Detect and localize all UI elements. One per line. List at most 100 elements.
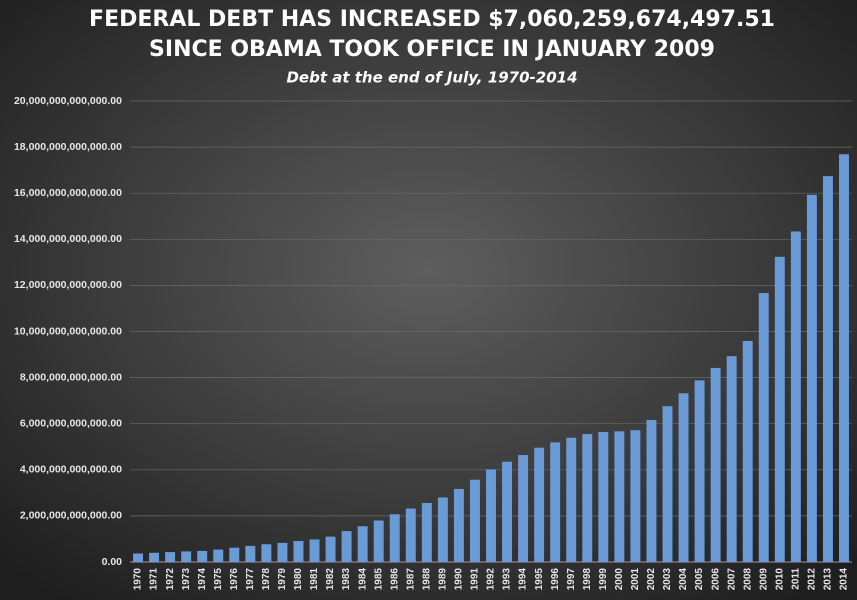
bar bbox=[133, 553, 143, 562]
x-tick-label: 2002 bbox=[646, 568, 657, 591]
x-tick-label: 1978 bbox=[261, 568, 272, 591]
x-tick-label: 1998 bbox=[582, 568, 593, 591]
x-tick-label: 1980 bbox=[293, 568, 304, 591]
bar bbox=[165, 552, 176, 562]
x-tick-label: 1989 bbox=[438, 568, 449, 591]
bar bbox=[806, 194, 817, 562]
bar bbox=[197, 550, 208, 562]
bar bbox=[678, 393, 689, 562]
bar bbox=[790, 231, 801, 562]
x-tick-label: 1979 bbox=[277, 568, 288, 591]
chart-title: SINCE OBAMA TOOK OFFICE IN JANUARY 2009 bbox=[149, 37, 715, 62]
x-tick-label: 1990 bbox=[454, 568, 465, 591]
x-tick-label: 2011 bbox=[790, 568, 801, 590]
x-tick-label: 2009 bbox=[758, 568, 769, 591]
bar bbox=[694, 380, 705, 562]
bar bbox=[726, 356, 737, 562]
bar bbox=[502, 461, 513, 562]
x-tick-label: 2005 bbox=[694, 568, 705, 591]
x-tick-label: 1984 bbox=[357, 568, 368, 591]
bar bbox=[341, 531, 352, 562]
bar bbox=[630, 430, 641, 562]
x-tick-label: 1972 bbox=[165, 568, 176, 591]
bar bbox=[389, 514, 400, 562]
y-tick-label: 18,000,000,000,000.00 bbox=[14, 141, 122, 153]
x-tick-label: 2008 bbox=[742, 568, 753, 591]
x-tick-label: 1999 bbox=[598, 568, 609, 591]
x-tick-label: 1970 bbox=[133, 568, 144, 591]
bar bbox=[405, 508, 416, 562]
x-tick-label: 2010 bbox=[774, 568, 785, 591]
bar bbox=[213, 549, 224, 562]
bar bbox=[357, 526, 368, 562]
x-tick-label: 2013 bbox=[823, 568, 834, 591]
y-tick-label: 0.00 bbox=[102, 556, 123, 568]
bar bbox=[453, 488, 464, 562]
bar bbox=[598, 431, 609, 562]
x-tick-label: 1991 bbox=[470, 568, 481, 591]
x-tick-label: 2006 bbox=[710, 568, 721, 591]
x-tick-label: 1995 bbox=[534, 568, 545, 591]
x-tick-label: 2012 bbox=[807, 568, 818, 591]
x-tick-label: 1996 bbox=[550, 568, 561, 591]
x-tick-label: 2004 bbox=[678, 568, 689, 591]
chart-title: FEDERAL DEBT HAS INCREASED $7,060,259,67… bbox=[89, 7, 775, 32]
bar bbox=[181, 551, 192, 562]
x-tick-label: 2003 bbox=[662, 568, 673, 591]
bar bbox=[742, 340, 753, 562]
bar bbox=[518, 455, 529, 562]
bar bbox=[293, 541, 304, 562]
x-tick-label: 1985 bbox=[373, 568, 384, 591]
y-tick-label: 16,000,000,000,000.00 bbox=[14, 187, 122, 199]
x-tick-label: 1975 bbox=[213, 568, 224, 591]
bar bbox=[309, 539, 320, 562]
bar bbox=[662, 406, 673, 562]
x-tick-label: 2001 bbox=[630, 568, 641, 591]
bar bbox=[646, 420, 657, 562]
bar bbox=[534, 447, 545, 562]
y-tick-label: 6,000,000,000,000.00 bbox=[20, 417, 122, 429]
x-tick-label: 1982 bbox=[325, 568, 336, 591]
y-tick-label: 8,000,000,000,000.00 bbox=[20, 371, 122, 383]
x-tick-label: 1973 bbox=[181, 568, 192, 591]
bar bbox=[149, 552, 160, 562]
bar bbox=[373, 520, 384, 562]
x-tick-label: 1983 bbox=[341, 568, 352, 591]
bar bbox=[550, 442, 561, 562]
bar bbox=[486, 469, 496, 562]
x-tick-label: 2014 bbox=[839, 568, 850, 591]
bar bbox=[469, 479, 480, 562]
y-tick-label: 12,000,000,000,000.00 bbox=[14, 279, 122, 291]
x-tick-label: 1976 bbox=[229, 568, 240, 591]
y-tick-label: 4,000,000,000,000.00 bbox=[20, 464, 122, 476]
bar bbox=[774, 256, 785, 562]
bar bbox=[437, 497, 448, 562]
bar bbox=[582, 434, 593, 562]
x-tick-label: 1981 bbox=[309, 568, 320, 591]
y-tick-label: 2,000,000,000,000.00 bbox=[20, 510, 122, 522]
x-tick-label: 1987 bbox=[405, 568, 416, 591]
x-tick-label: 1977 bbox=[245, 568, 256, 591]
x-tick-label: 1993 bbox=[502, 568, 513, 591]
y-tick-label: 14,000,000,000,000.00 bbox=[14, 233, 122, 245]
chart-subtitle: Debt at the end of July, 1970-2014 bbox=[286, 69, 577, 87]
x-tick-label: 1971 bbox=[149, 568, 160, 591]
x-tick-label: 1986 bbox=[389, 568, 400, 591]
x-tick-label: 1974 bbox=[197, 568, 208, 591]
x-tick-label: 1992 bbox=[486, 568, 497, 591]
bar bbox=[758, 293, 769, 562]
bar bbox=[245, 545, 256, 562]
bar bbox=[421, 502, 432, 562]
bar bbox=[822, 176, 833, 562]
bar bbox=[325, 536, 336, 562]
y-tick-label: 20,000,000,000,000.00 bbox=[14, 95, 122, 107]
y-tick-label: 10,000,000,000,000.00 bbox=[14, 325, 122, 337]
bar bbox=[277, 542, 288, 562]
bar bbox=[614, 431, 625, 562]
x-tick-label: 1997 bbox=[566, 568, 577, 591]
bar bbox=[839, 154, 849, 563]
bar bbox=[566, 437, 577, 562]
x-tick-label: 1994 bbox=[518, 568, 529, 591]
bar bbox=[710, 367, 721, 562]
